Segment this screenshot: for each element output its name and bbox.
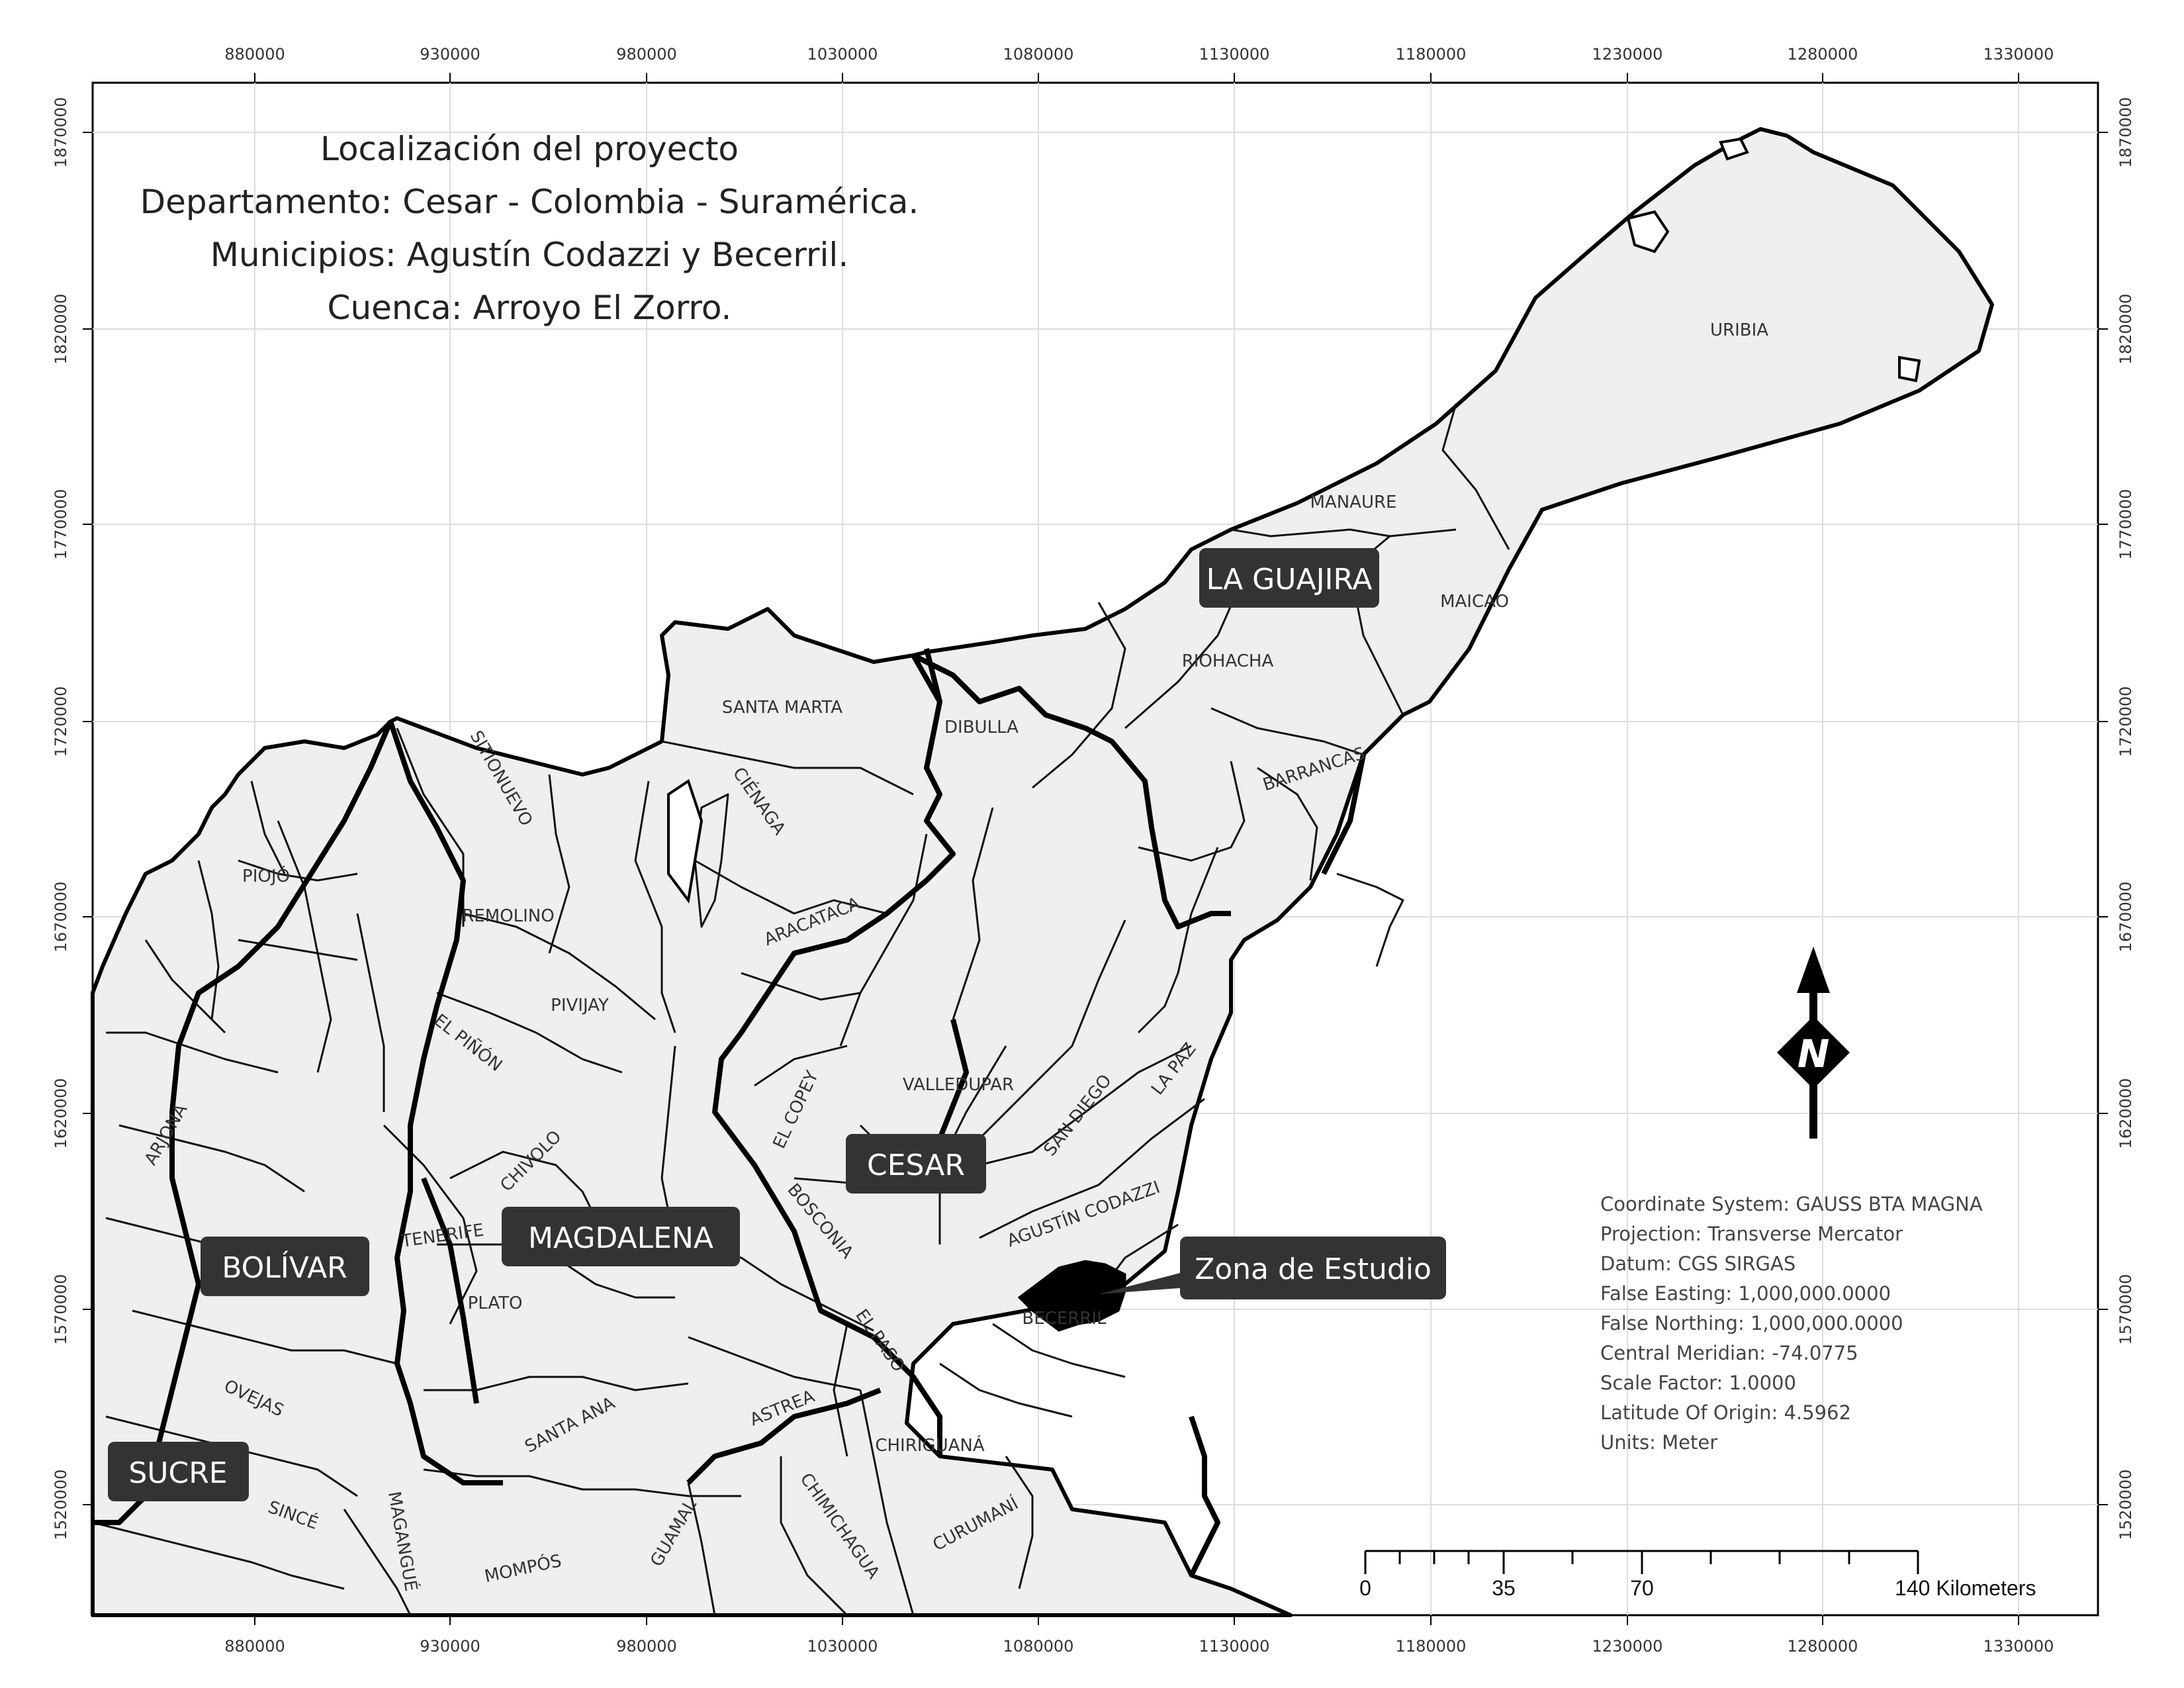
north-arrow: N bbox=[1777, 947, 1850, 1139]
scale-bar-label: 70 bbox=[1630, 1576, 1654, 1600]
x-tick-label: 1280000 bbox=[1788, 1637, 1858, 1656]
municipality-label: DIBULLA bbox=[944, 718, 1019, 737]
x-tick-label: 1080000 bbox=[1003, 1637, 1074, 1656]
coordinate-info-line: False Easting: 1,000,000.0000 bbox=[1600, 1282, 1891, 1305]
department-label-cesar: CESAR bbox=[867, 1149, 965, 1182]
department-labels: LA GUAJIRA CESAR MAGDALENA BOLÍVAR SUCRE bbox=[108, 548, 1379, 1501]
municipality-label: URIBIA bbox=[1710, 320, 1768, 340]
coordinate-info-line: Central Meridian: -74.0775 bbox=[1600, 1342, 1858, 1364]
tick-marks bbox=[83, 73, 2108, 1625]
north-arrow-diamond-icon bbox=[1777, 1016, 1850, 1089]
department-label-box bbox=[1199, 548, 1379, 608]
x-tick-label: 880000 bbox=[224, 45, 285, 64]
coordinate-info-line: Coordinate System: GAUSS BTA MAGNA bbox=[1600, 1193, 1983, 1215]
x-tick-label: 1180000 bbox=[1396, 45, 1467, 64]
x-tick-label: 1330000 bbox=[1983, 45, 2054, 64]
x-tick-label: 1280000 bbox=[1788, 45, 1858, 64]
scale-bar-label: 140 Kilometers bbox=[1895, 1576, 2036, 1600]
municipality-label: CHIRIGUANÁ bbox=[875, 1434, 985, 1456]
x-tick-label: 1030000 bbox=[807, 45, 878, 64]
scale-bar-label: 0 bbox=[1359, 1576, 1371, 1600]
y-tick-label: 1570000 bbox=[2116, 1274, 2135, 1345]
department-label-box bbox=[201, 1237, 369, 1296]
y-tick-label: 1770000 bbox=[52, 489, 70, 560]
x-tick-label: 930000 bbox=[420, 45, 480, 64]
y-tick-label: 1520000 bbox=[2116, 1470, 2135, 1540]
coordinate-info-line: Datum: CGS SIRGAS bbox=[1600, 1252, 1796, 1275]
municipality-label: REMOLINO bbox=[462, 906, 554, 926]
x-tick-label: 1330000 bbox=[1983, 1637, 2054, 1656]
y-tick-label: 1770000 bbox=[2116, 489, 2135, 560]
municipality-label: RIOHACHA bbox=[1182, 651, 1274, 671]
coordinate-info-line: Latitude Of Origin: 4.5962 bbox=[1600, 1401, 1851, 1424]
title-block: Localización del proyecto Departamento: … bbox=[140, 130, 919, 327]
department-label-box bbox=[502, 1207, 740, 1266]
x-tick-label: 1180000 bbox=[1396, 1637, 1467, 1656]
coordinate-info-line: Projection: Transverse Mercator bbox=[1600, 1223, 1903, 1245]
y-tick-label: 1720000 bbox=[2116, 686, 2135, 757]
study-zone-callout: Zona de Estudio bbox=[1180, 1237, 1446, 1299]
x-tick-label: 930000 bbox=[420, 1637, 480, 1656]
municipality-label: PLATO bbox=[468, 1293, 523, 1313]
x-tick-label: 980000 bbox=[616, 1637, 677, 1656]
study-zone-leader bbox=[1099, 1271, 1188, 1294]
y-tick-labels-left: 1870000 1820000 1770000 1720000 1670000 … bbox=[52, 97, 70, 1540]
title-line: Cuenca: Arroyo El Zorro. bbox=[328, 289, 732, 327]
coordinate-info-line: False Northing: 1,000,000.0000 bbox=[1600, 1312, 1903, 1335]
x-tick-label: 1230000 bbox=[1592, 45, 1663, 64]
municipality-label: PIVIJAY bbox=[551, 996, 609, 1015]
municipality-label: BECERRIL bbox=[1022, 1309, 1107, 1329]
department-label-sucre: SUCRE bbox=[128, 1456, 227, 1490]
north-arrow-letter: N bbox=[1797, 1031, 1830, 1076]
department-label-magdalena: MAGDALENA bbox=[528, 1221, 713, 1255]
study-zone-label: Zona de Estudio bbox=[1195, 1252, 1432, 1286]
title-line: Municipios: Agustín Codazzi y Becerril. bbox=[210, 236, 848, 274]
coordinate-info: Coordinate System: GAUSS BTA MAGNA Proje… bbox=[1600, 1193, 1983, 1454]
scale-bar-label: 35 bbox=[1492, 1576, 1516, 1600]
department-label-la-guajira: LA GUAJIRA bbox=[1206, 563, 1373, 596]
department-label-bolivar: BOLÍVAR bbox=[222, 1250, 347, 1285]
x-tick-labels-bottom: 880000 930000 980000 1030000 1080000 113… bbox=[224, 1637, 2054, 1656]
x-tick-labels-top: 880000 930000 980000 1030000 1080000 113… bbox=[224, 45, 2054, 64]
coordinate-info-line: Scale Factor: 1.0000 bbox=[1600, 1372, 1796, 1394]
x-tick-label: 1130000 bbox=[1199, 1637, 1270, 1656]
title-line: Localización del proyecto bbox=[320, 130, 739, 168]
study-zone-label-box bbox=[1180, 1237, 1446, 1299]
y-tick-label: 1820000 bbox=[2116, 294, 2135, 365]
x-tick-label: 1080000 bbox=[1003, 45, 1074, 64]
department-label-box bbox=[846, 1134, 986, 1194]
x-tick-label: 1130000 bbox=[1199, 45, 1270, 64]
y-tick-label: 1620000 bbox=[52, 1078, 70, 1149]
y-tick-label: 1670000 bbox=[52, 882, 70, 953]
x-tick-label: 1030000 bbox=[807, 1637, 878, 1656]
y-tick-label: 1570000 bbox=[52, 1274, 70, 1345]
y-tick-labels-right: 1870000 1820000 1770000 1720000 1670000 … bbox=[2116, 97, 2135, 1540]
y-tick-label: 1870000 bbox=[52, 97, 70, 168]
x-tick-label: 980000 bbox=[616, 45, 677, 64]
department-boundaries bbox=[93, 648, 1366, 1577]
title-line: Departamento: Cesar - Colombia - Suramér… bbox=[140, 183, 919, 221]
y-tick-label: 1820000 bbox=[52, 294, 70, 365]
y-tick-label: 1620000 bbox=[2116, 1078, 2135, 1149]
scale-bar bbox=[1364, 1550, 1919, 1574]
municipality-label: MANAURE bbox=[1310, 492, 1397, 512]
y-tick-label: 1670000 bbox=[2116, 882, 2135, 953]
coastal-details bbox=[667, 137, 1921, 904]
study-zone-shape bbox=[1017, 1260, 1126, 1332]
scale-bar-labels: 0 35 70 140 Kilometers bbox=[1359, 1576, 2036, 1600]
y-tick-label: 1520000 bbox=[52, 1470, 70, 1540]
y-tick-label: 1870000 bbox=[2116, 97, 2135, 168]
municipality-label: VALLEDUPAR bbox=[903, 1075, 1014, 1095]
north-arrow-head-icon bbox=[1797, 947, 1830, 993]
municipality-label: SANTA MARTA bbox=[722, 698, 842, 718]
coordinate-info-line: Units: Meter bbox=[1600, 1431, 1717, 1454]
municipality-label: PIOJÓ bbox=[242, 865, 290, 886]
y-tick-label: 1720000 bbox=[52, 686, 70, 757]
department-label-box bbox=[108, 1442, 249, 1501]
x-tick-label: 1230000 bbox=[1592, 1637, 1663, 1656]
x-tick-label: 880000 bbox=[224, 1637, 285, 1656]
municipality-label: MAICAO bbox=[1440, 592, 1509, 612]
